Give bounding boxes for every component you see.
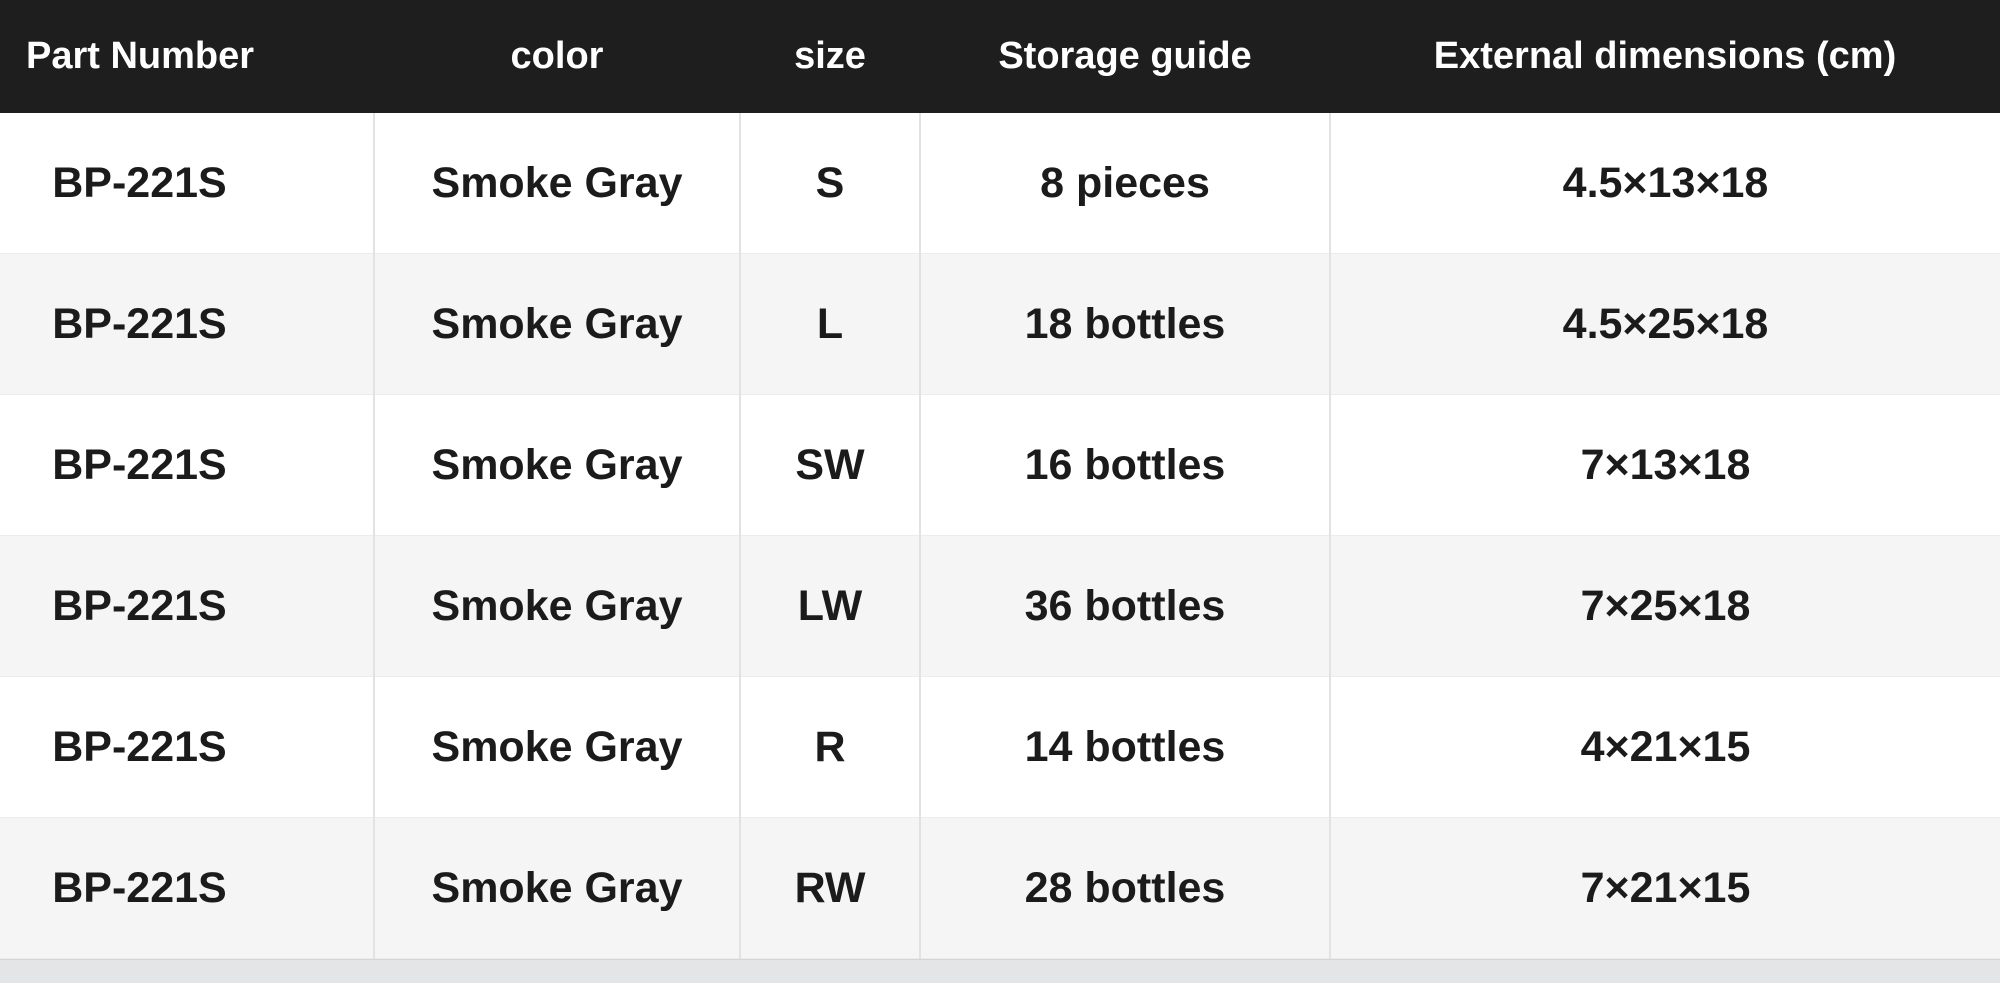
cell-external-dimensions: 7×25×18 [1329, 535, 2000, 677]
cell-size: LW [739, 535, 920, 677]
cell-size: R [739, 676, 920, 818]
cell-external-dimensions: 7×13×18 [1329, 394, 2000, 536]
product-spec-table: Part Number color size Storage guide Externa… [0, 0, 2000, 959]
cell-external-dimensions: 4×21×15 [1329, 676, 2000, 818]
column-header-storage-guide: Storage guide [920, 0, 1330, 113]
table-body: BP-221S Smoke Gray S 8 pieces 4.5×13×18 BP-22… [0, 113, 2000, 959]
table-row: BP-221S Smoke Gray SW 16 bottles 7×13×18 [0, 394, 2000, 536]
header-row: Part Number color size Storage guide Externa… [0, 0, 2000, 113]
cell-storage-guide: 18 bottles [919, 253, 1330, 395]
cell-external-dimensions: 4.5×25×18 [1329, 253, 2000, 395]
cell-size: SW [739, 394, 920, 536]
cell-size: S [739, 113, 920, 254]
cell-color: Smoke Gray [373, 253, 740, 395]
page-background-strip [0, 959, 2000, 982]
table-row: BP-221S Smoke Gray RW 28 bottles 7×21×15 [0, 817, 2000, 959]
cell-size: RW [739, 817, 920, 959]
cell-color: Smoke Gray [373, 676, 740, 818]
cell-color: Smoke Gray [373, 394, 740, 536]
cell-part-number: BP-221S [0, 113, 374, 254]
cell-part-number: BP-221S [0, 394, 374, 536]
table-header: Part Number color size Storage guide Externa… [0, 0, 2000, 113]
cell-color: Smoke Gray [373, 113, 740, 254]
cell-color: Smoke Gray [373, 817, 740, 959]
table-row: BP-221S Smoke Gray L 18 bottles 4.5×25×18 [0, 253, 2000, 395]
cell-storage-guide: 8 pieces [919, 113, 1330, 254]
cell-part-number: BP-221S [0, 676, 374, 818]
cell-storage-guide: 16 bottles [919, 394, 1330, 536]
table-row: BP-221S Smoke Gray R 14 bottles 4×21×15 [0, 676, 2000, 818]
cell-storage-guide: 36 bottles [919, 535, 1330, 677]
column-header-color: color [374, 0, 740, 113]
column-header-external-dimensions: External dimensions (cm) [1330, 0, 2000, 113]
table-row: BP-221S Smoke Gray LW 36 bottles 7×25×18 [0, 535, 2000, 677]
cell-color: Smoke Gray [373, 535, 740, 677]
cell-size: L [739, 253, 920, 395]
table-row: BP-221S Smoke Gray S 8 pieces 4.5×13×18 [0, 113, 2000, 254]
cell-external-dimensions: 7×21×15 [1329, 817, 2000, 959]
cell-part-number: BP-221S [0, 817, 374, 959]
cell-part-number: BP-221S [0, 535, 374, 677]
column-header-size: size [740, 0, 920, 113]
cell-part-number: BP-221S [0, 253, 374, 395]
cell-storage-guide: 14 bottles [919, 676, 1330, 818]
cell-storage-guide: 28 bottles [919, 817, 1330, 959]
column-header-part-number: Part Number [0, 0, 374, 113]
cell-external-dimensions: 4.5×13×18 [1329, 113, 2000, 254]
